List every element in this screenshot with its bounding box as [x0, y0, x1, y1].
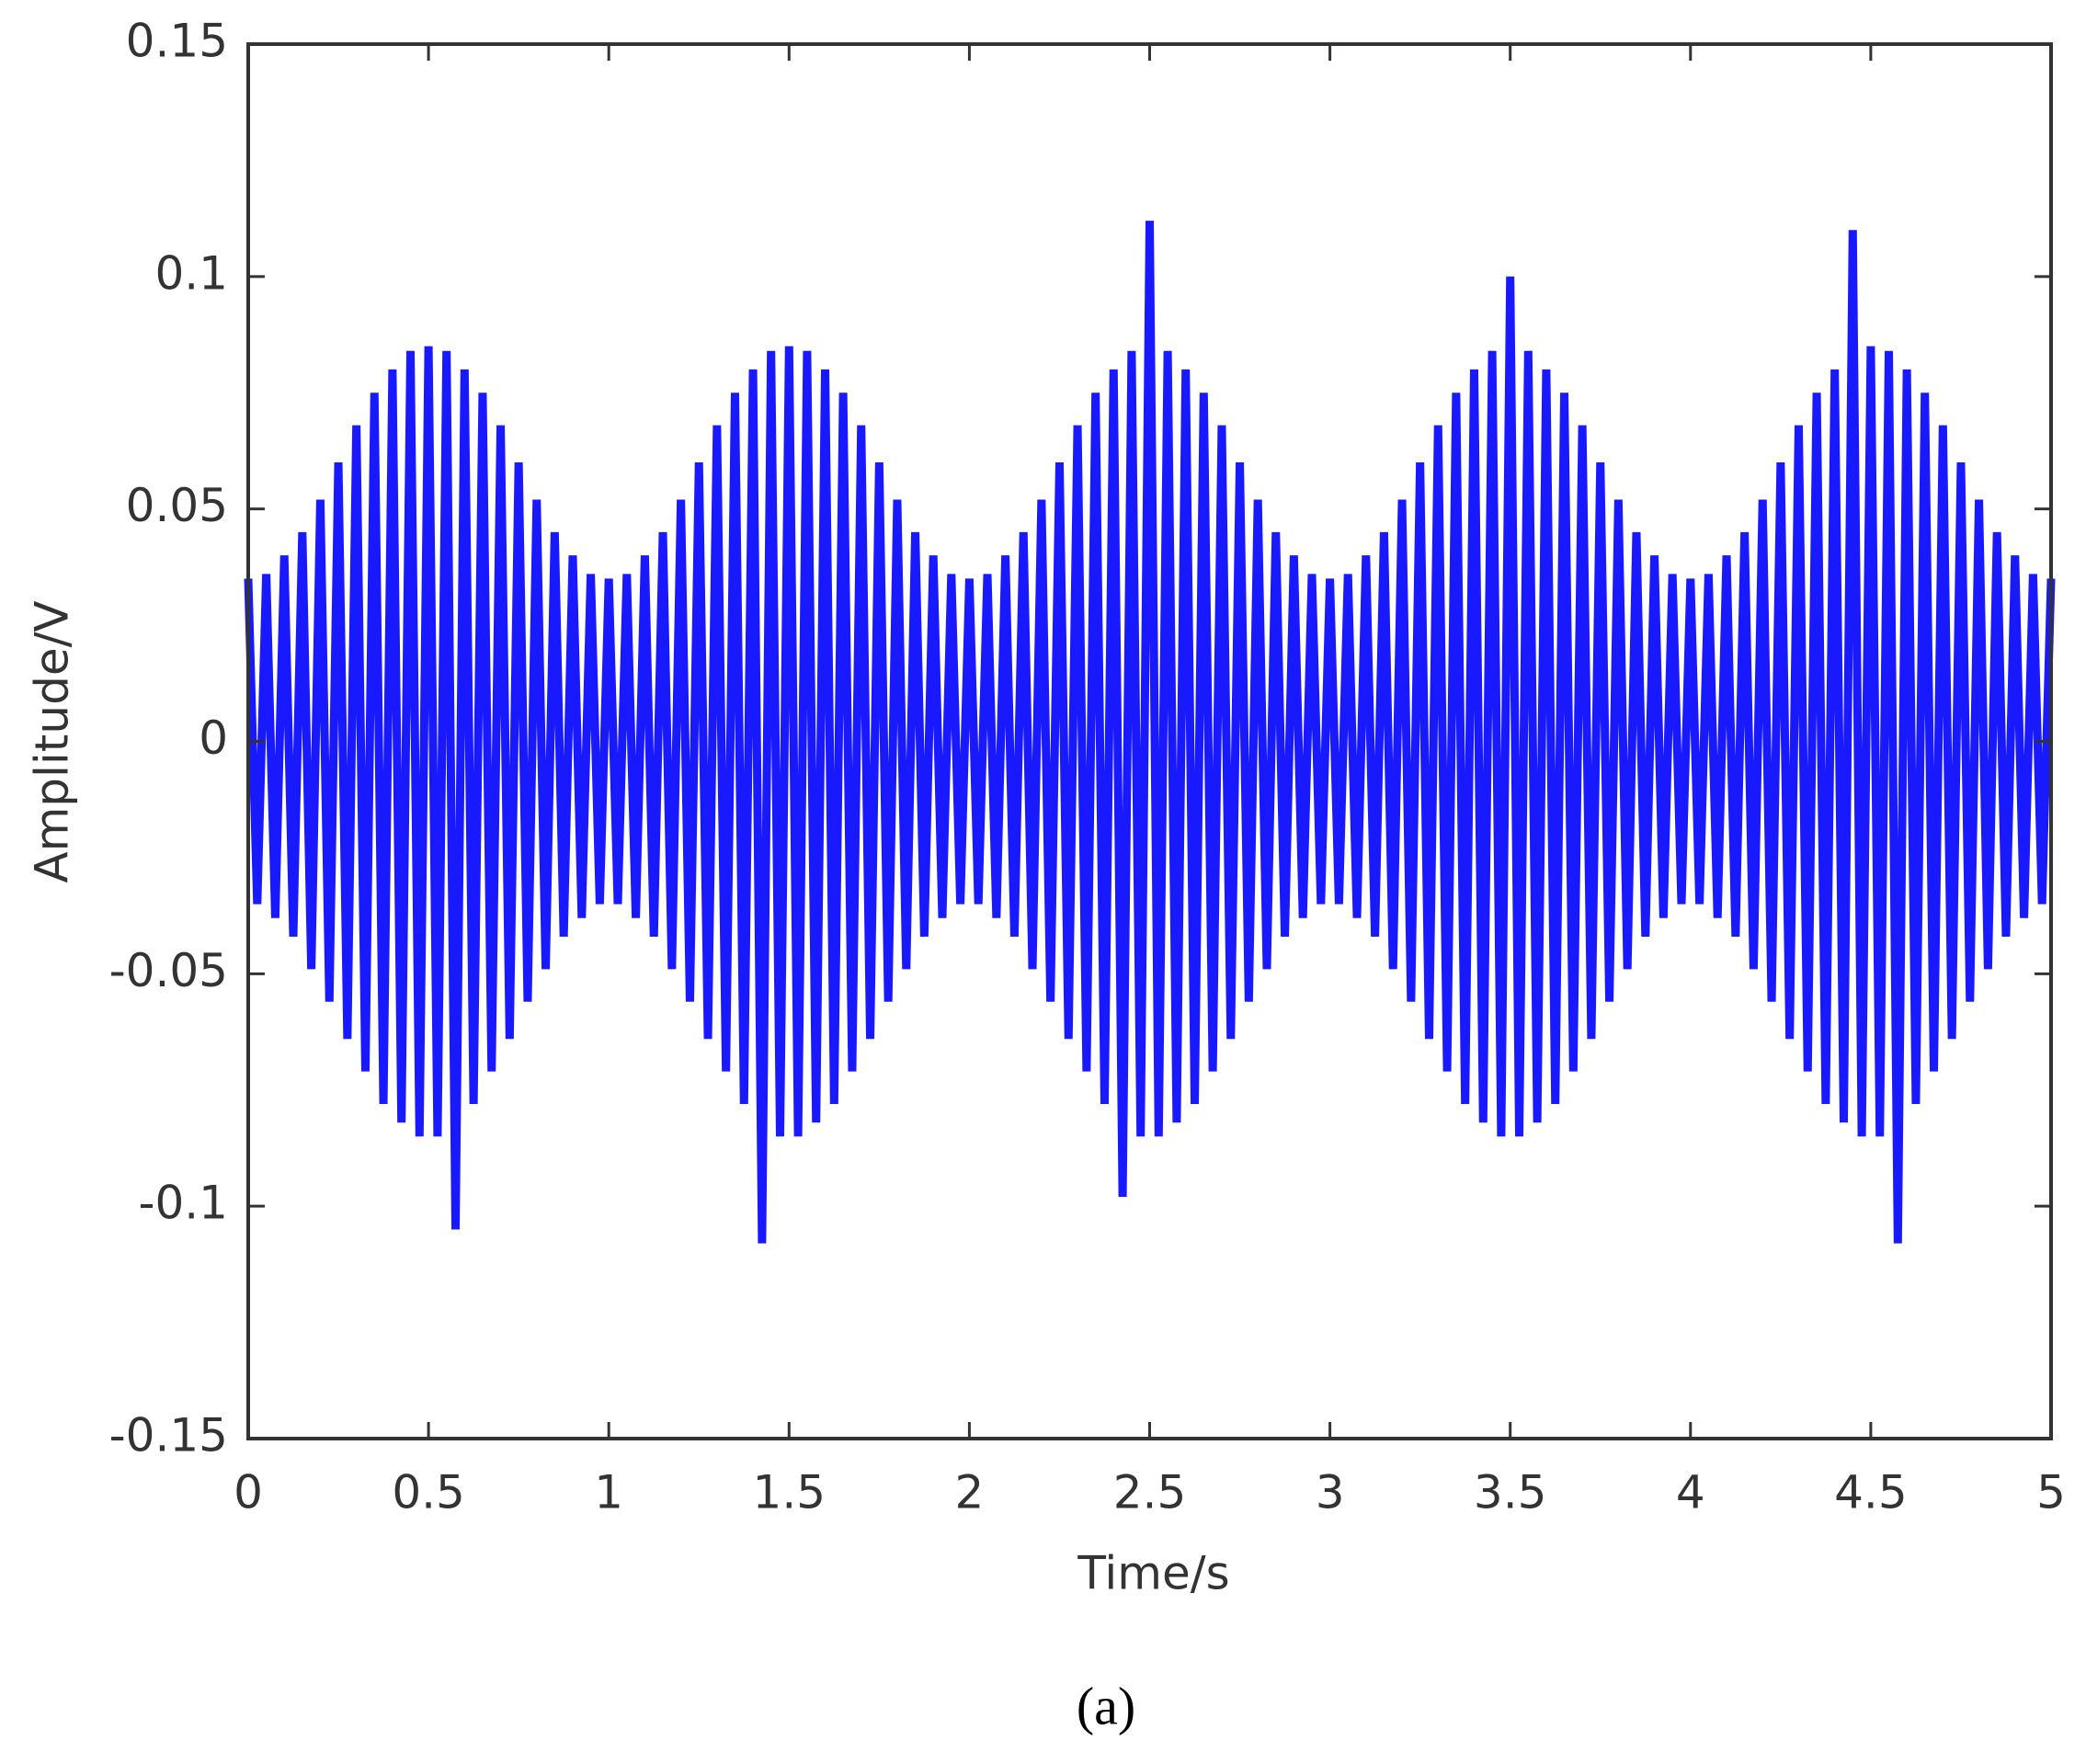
x-tick-label: 0.5	[392, 1466, 465, 1519]
y-tick-label: 0	[199, 711, 228, 765]
x-tick-label: 1.5	[753, 1466, 826, 1519]
x-tick-label: 4.5	[1834, 1466, 1908, 1519]
y-tick-label: 0.05	[126, 479, 228, 532]
y-tick-label: -0.1	[138, 1177, 228, 1230]
x-tick-label: 3	[1316, 1466, 1345, 1519]
x-tick-label: 1	[594, 1466, 623, 1519]
y-tick-label: -0.15	[109, 1409, 228, 1462]
x-tick-label: 2	[954, 1466, 984, 1519]
signal-line	[244, 221, 2056, 1244]
x-tick-label: 3.5	[1474, 1466, 1547, 1519]
x-axis-label: Time/s	[1077, 1547, 1229, 1600]
y-tick-label: -0.05	[109, 944, 228, 997]
x-tick-label: 4	[1676, 1466, 1705, 1519]
x-tick-label: 5	[2036, 1466, 2066, 1519]
y-tick-label: 0.15	[126, 15, 228, 68]
caption: (a)	[1077, 1676, 1135, 1736]
y-axis-label: Amplitude/V	[26, 600, 79, 882]
x-tick-label: 0	[234, 1466, 263, 1519]
y-tick-label: 0.1	[154, 246, 228, 300]
x-tick-label: 2.5	[1113, 1466, 1187, 1519]
